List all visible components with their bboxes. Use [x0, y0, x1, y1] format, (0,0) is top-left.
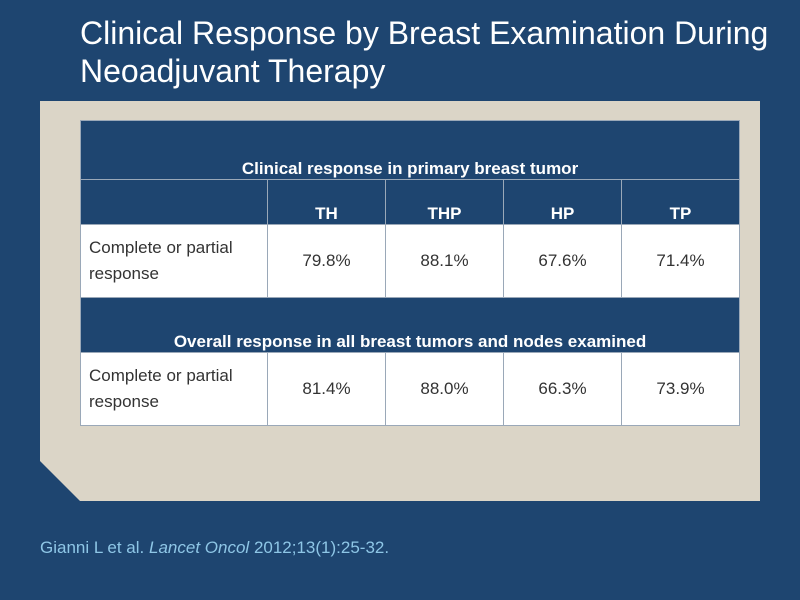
row-label: Complete or partial response	[80, 352, 268, 426]
table-cell: 88.1%	[385, 224, 504, 298]
column-header: HP	[503, 179, 622, 225]
slide-title: Clinical Response by Breast Examination …	[80, 15, 769, 89]
section-heading: Overall response in all breast tumors an…	[79, 297, 741, 353]
column-header: TP	[620, 179, 741, 225]
citation-authors: Gianni L et al.	[40, 538, 145, 557]
table-cell: 79.8%	[267, 224, 386, 298]
table-row: Complete or partial response 79.8% 88.1%…	[80, 224, 741, 298]
table-row: Complete or partial response 81.4% 88.0%…	[80, 352, 741, 426]
column-header-row: TH THP HP TP	[80, 179, 741, 225]
citation-journal: Lancet Oncol	[149, 538, 250, 557]
column-header: TH	[267, 179, 386, 225]
table-cell: 67.6%	[503, 224, 622, 298]
table-cell: 66.3%	[503, 352, 622, 426]
row-label: Complete or partial response	[80, 224, 268, 298]
response-table: Clinical response in primary breast tumo…	[79, 120, 741, 426]
table-cell: 71.4%	[620, 224, 741, 298]
table-cell: 73.9%	[620, 352, 741, 426]
section-header-row: Clinical response in primary breast tumo…	[79, 120, 741, 180]
table-cell: 81.4%	[267, 352, 386, 426]
table-cell: 88.0%	[385, 352, 504, 426]
section-heading: Clinical response in primary breast tumo…	[79, 120, 741, 180]
column-header-empty	[80, 179, 268, 225]
citation-reference: 2012;13(1):25-32.	[253, 538, 390, 557]
section-header-row: Overall response in all breast tumors an…	[79, 297, 741, 353]
citation: Gianni L et al. Lancet Oncol 2012;13(1):…	[40, 538, 389, 558]
column-header: THP	[385, 179, 504, 225]
